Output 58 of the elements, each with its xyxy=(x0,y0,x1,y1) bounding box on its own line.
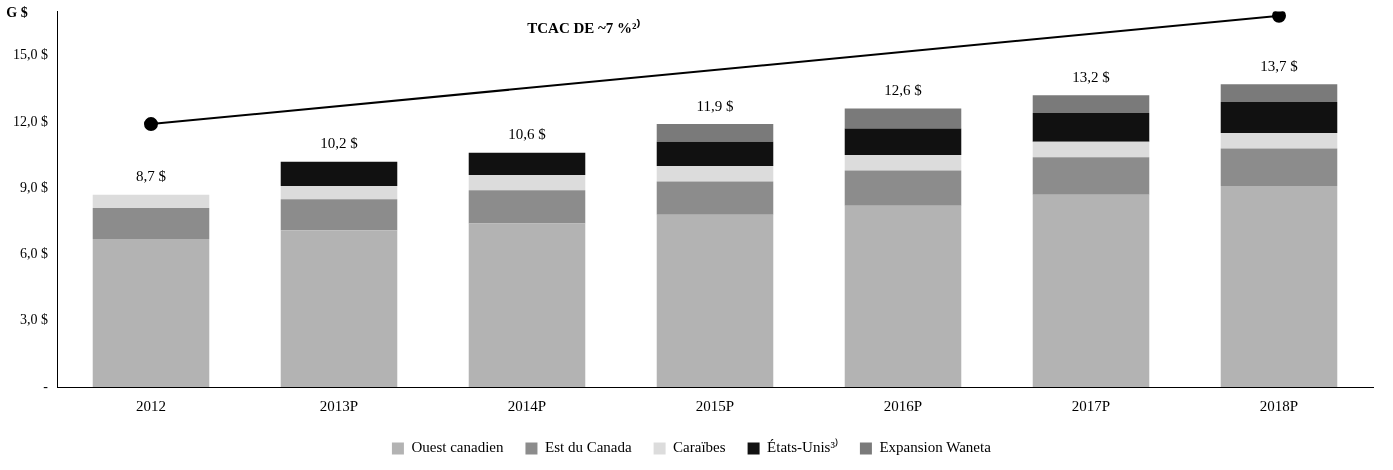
x-tick-label: 2018P xyxy=(1259,397,1299,414)
bar xyxy=(656,214,774,387)
legend-label: Ouest canadien xyxy=(411,439,504,456)
x-tick-label: 2013P xyxy=(319,397,359,414)
total-label: 10,2 $ xyxy=(320,135,359,152)
bar xyxy=(1032,95,1150,114)
bar xyxy=(1032,141,1150,158)
y-axis-title: G $ xyxy=(6,4,28,20)
bar xyxy=(1032,194,1150,387)
bar xyxy=(656,181,774,215)
x-tick-label: 2012 xyxy=(136,397,166,414)
total-label: 12,6 $ xyxy=(884,82,923,99)
bar xyxy=(656,124,774,142)
bar xyxy=(844,205,962,387)
bar xyxy=(468,223,586,387)
y-tick-label: 6,0 $ xyxy=(20,246,48,262)
x-tick-label: 2017P xyxy=(1071,397,1111,414)
bar xyxy=(468,190,586,224)
bar xyxy=(844,108,962,129)
bar xyxy=(656,166,774,182)
total-label: 8,7 $ xyxy=(136,168,167,185)
bar xyxy=(1220,101,1338,133)
bar xyxy=(468,174,586,191)
y-tick-label: 12,0 $ xyxy=(13,113,48,129)
bar xyxy=(844,170,962,206)
total-label: 13,2 $ xyxy=(1072,68,1111,85)
bar xyxy=(844,128,962,156)
legend-label: Expansion Waneta xyxy=(879,439,992,456)
annotation: TCAC DE ~7 %²⁾ xyxy=(527,18,640,36)
y-tick-label: 3,0 $ xyxy=(20,312,48,328)
bar xyxy=(280,199,398,231)
bar xyxy=(468,152,586,175)
bar xyxy=(1220,132,1338,149)
bar xyxy=(92,238,210,387)
y-tick-label: 15,0 $ xyxy=(13,47,48,63)
x-tick-label: 2014P xyxy=(507,397,547,414)
y-tick-label: - xyxy=(43,378,49,394)
bar xyxy=(1220,148,1338,186)
total-label: 11,9 $ xyxy=(696,97,734,114)
bar xyxy=(1220,84,1338,102)
bar xyxy=(280,161,398,186)
legend-label: Caraïbes xyxy=(673,439,726,456)
bar xyxy=(280,185,398,200)
bar xyxy=(656,141,774,167)
bar xyxy=(92,194,210,209)
bar xyxy=(92,208,210,239)
bar xyxy=(280,230,398,387)
y-tick-label: 9,0 $ xyxy=(20,179,48,195)
bar xyxy=(844,155,962,171)
bar xyxy=(1032,157,1150,195)
x-tick-label: 2015P xyxy=(695,397,735,414)
total-label: 10,6 $ xyxy=(508,126,547,143)
legend-label: États-Unis³⁾ xyxy=(767,438,838,456)
x-tick-label: 2016P xyxy=(883,397,923,414)
legend-label: Est du Canada xyxy=(544,439,632,456)
bar xyxy=(1220,185,1338,387)
total-label: 13,7 $ xyxy=(1260,57,1299,74)
bar xyxy=(1032,113,1150,142)
